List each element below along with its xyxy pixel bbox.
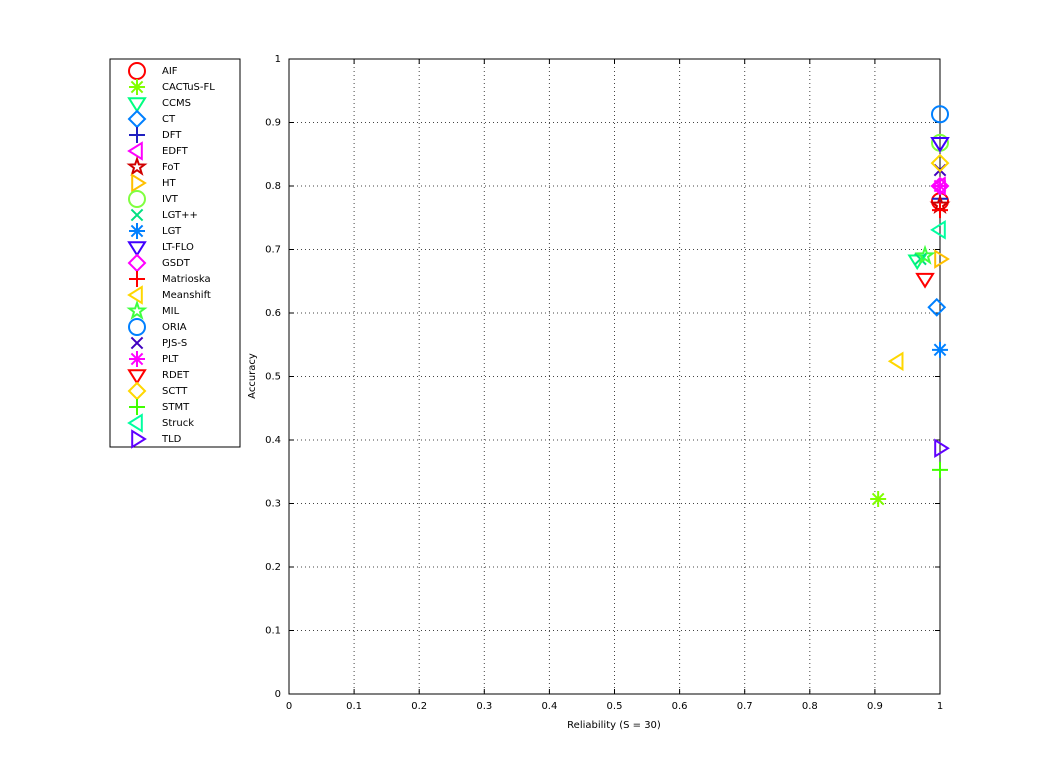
scatter-point — [932, 202, 948, 219]
x-tick-label: 0.2 — [411, 701, 427, 712]
legend-marker — [127, 285, 143, 305]
legend-marker — [127, 413, 143, 433]
legend-label: IVT — [162, 194, 179, 205]
scatter-point — [932, 341, 948, 358]
legend-marker — [129, 223, 145, 239]
scatter-point — [930, 220, 946, 240]
plot-frame — [288, 58, 941, 695]
legend-marker — [127, 318, 147, 336]
legend-label: LGT++ — [162, 210, 198, 221]
y-tick-label: 0.8 — [265, 181, 281, 192]
legend-label: PLT — [162, 354, 179, 365]
x-tick-label: 1 — [937, 701, 943, 712]
legend-marker — [127, 97, 147, 113]
legend-marker — [131, 173, 147, 193]
x-tick-label: 0.3 — [476, 701, 492, 712]
legend-marker — [129, 127, 145, 143]
legend-label: SCTT — [162, 386, 188, 397]
scatter-point — [930, 105, 950, 124]
scatter-point — [930, 153, 950, 173]
legend-label: MIL — [162, 306, 180, 317]
y-tick-label: 0.7 — [265, 245, 281, 256]
legend-marker — [130, 336, 144, 350]
legend-label: EDFT — [162, 146, 189, 157]
y-tick-label: 0.1 — [265, 626, 281, 637]
legend-label: DFT — [162, 130, 182, 141]
x-tick-label: 0.8 — [802, 701, 818, 712]
legend-marker — [127, 141, 143, 161]
legend-marker — [129, 79, 145, 95]
scatter-point — [932, 461, 948, 478]
scatter-point — [930, 192, 950, 211]
legend-label: Meanshift — [162, 290, 211, 301]
legend-marker — [127, 190, 147, 208]
scatter-point — [914, 244, 936, 265]
legend-box — [109, 58, 241, 448]
scatter-point — [930, 137, 950, 153]
x-tick-label: 0.7 — [737, 701, 753, 712]
x-axis-label: Reliability (S = 30) — [567, 720, 661, 731]
legend-label: CACTuS-FL — [162, 82, 215, 93]
y-tick-label: 0.9 — [265, 118, 281, 129]
legend-label: CT — [162, 114, 176, 125]
legend-label: GSDT — [162, 258, 191, 269]
y-tick-label: 0.4 — [265, 435, 281, 446]
legend-label: Struck — [162, 418, 194, 429]
y-axis-label: Accuracy — [247, 353, 258, 399]
legend-label: TLD — [161, 434, 182, 445]
legend-label: HT — [162, 178, 177, 189]
legend-marker — [130, 208, 144, 222]
x-tick-label: 0.9 — [867, 701, 883, 712]
legend-marker — [126, 299, 148, 320]
legend-marker — [129, 351, 145, 367]
y-tick-label: 0.5 — [265, 372, 281, 383]
scatter-point — [934, 438, 950, 459]
x-tick-label: 0.4 — [541, 701, 557, 712]
legend-marker — [129, 399, 145, 415]
x-tick-label: 0.5 — [607, 701, 623, 712]
scatter-point — [887, 351, 904, 372]
scatter-point — [927, 297, 947, 317]
legend-marker — [131, 429, 147, 449]
legend-marker — [129, 271, 145, 287]
y-tick-label: 0 — [275, 689, 281, 700]
legend-label: CCMS — [162, 98, 191, 109]
legend-marker — [126, 155, 148, 176]
legend-label: PJS-S — [162, 338, 187, 349]
scatter-point — [930, 133, 950, 152]
scatter-point — [932, 178, 948, 194]
y-tick-label: 0.3 — [265, 499, 281, 510]
scatter-point — [934, 249, 950, 269]
legend-marker — [127, 369, 147, 385]
legend-label: FoT — [162, 162, 181, 173]
scatter-point — [915, 272, 935, 289]
legend-label: LGT — [162, 226, 182, 237]
legend-marker — [127, 62, 147, 80]
y-tick-label: 1 — [275, 54, 281, 65]
y-tick-label: 0.6 — [265, 308, 281, 319]
legend-label: Matrioska — [162, 274, 211, 285]
legend-label: AIF — [162, 66, 178, 77]
scatter-point — [870, 491, 887, 508]
legend-label: STMT — [162, 402, 190, 413]
y-tick-label: 0.2 — [265, 562, 281, 573]
legend-label: RDET — [162, 370, 190, 381]
legend-label: ORIA — [162, 322, 187, 333]
x-tick-label: 0.1 — [346, 701, 362, 712]
legend-label: LT-FLO — [162, 242, 194, 253]
legend-marker — [127, 241, 147, 257]
x-tick-label: 0.6 — [672, 701, 688, 712]
x-tick-label: 0 — [286, 701, 292, 712]
